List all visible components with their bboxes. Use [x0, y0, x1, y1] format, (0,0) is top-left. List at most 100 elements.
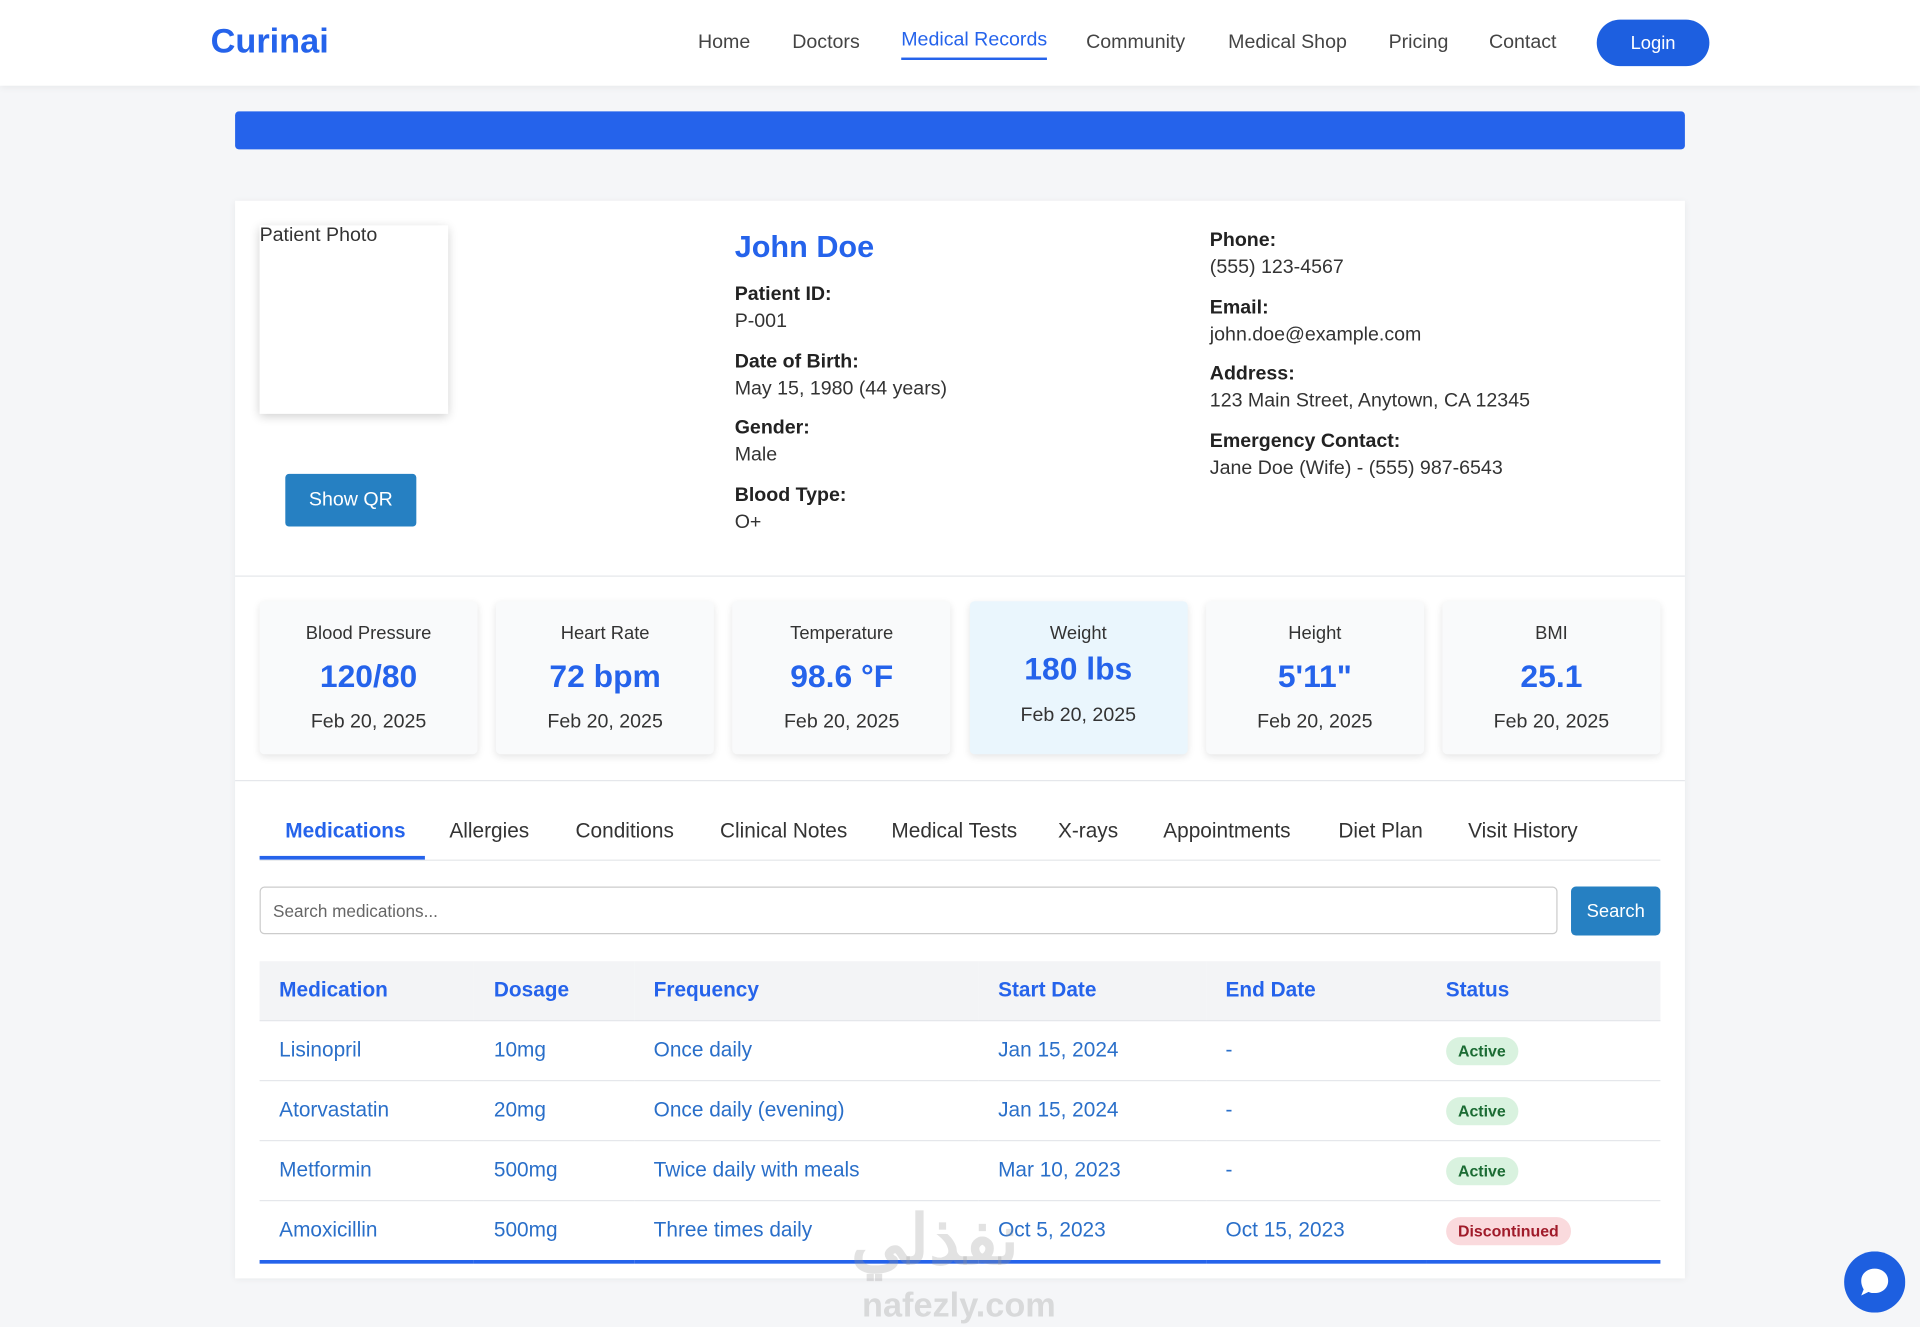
table-cell: -	[1205, 1140, 1427, 1202]
patient-card: Patient Photo Show QR John Doe Search me…	[235, 200, 1685, 1279]
tab[interactable]: Diet Plan	[1338, 819, 1423, 843]
vital-card: Height 5'11" Feb 20, 2025	[1205, 601, 1424, 755]
table-cell: Active	[1426, 1140, 1661, 1202]
field-value: Male	[734, 444, 778, 466]
patient-name: John Doe	[734, 230, 875, 265]
vital-label: BMI	[1535, 623, 1568, 645]
chat-icon	[1861, 1268, 1889, 1296]
table-cell: Atorvastatin	[259, 1080, 475, 1142]
table-cell: -	[1205, 1080, 1427, 1142]
nav-link[interactable]: Medical Records	[901, 29, 1048, 61]
contact-value: john.doe@example.com	[1209, 323, 1422, 345]
tab[interactable]: Visit History	[1468, 819, 1578, 843]
divider	[235, 780, 1685, 782]
contact-value: 123 Main Street, Anytown, CA 12345	[1209, 390, 1531, 412]
vital-label: Weight	[1049, 623, 1107, 645]
vital-value: 72 bpm	[549, 657, 661, 695]
tab[interactable]: Clinical Notes	[720, 819, 848, 843]
table-row: Amoxicillin 500mg Three times daily Oct 5, …	[259, 1200, 1661, 1263]
tab[interactable]: Allergies	[449, 819, 530, 843]
tab[interactable]: X-rays	[1057, 819, 1119, 843]
tab[interactable]: Appointments	[1163, 819, 1291, 843]
table-cell: Active	[1426, 1080, 1661, 1142]
table-cell: 500mg	[474, 1200, 635, 1263]
table-cell: Jan 15, 2024	[978, 1080, 1206, 1142]
show-qr-button[interactable]: Show QR	[285, 473, 417, 527]
table-cell: Once daily (evening)	[634, 1080, 979, 1142]
tab-underline	[259, 855, 425, 860]
logo[interactable]: Curinai	[210, 22, 329, 61]
tab[interactable]: Medical Tests	[891, 819, 1018, 843]
column-header: Dosage	[474, 961, 635, 1022]
vital-card: Blood Pressure 120/80 Feb 20, 2025	[259, 601, 478, 755]
table-cell: Twice daily with meals	[634, 1140, 979, 1202]
nav-link[interactable]: Medical Shop	[1228, 31, 1347, 53]
column-header: Start Date	[978, 961, 1206, 1022]
table-cell: Oct 15, 2023	[1205, 1200, 1427, 1263]
table-row: Lisinopril 10mg Once daily Jan 15, 2024- Act…	[259, 1020, 1661, 1082]
vital-card: Weight 180 lbs Feb 20, 2025	[969, 601, 1188, 755]
vital-date: Feb 20, 2025	[1257, 711, 1373, 733]
photo-alt: Patient Photo	[259, 225, 378, 247]
table-cell: Amoxicillin	[259, 1200, 475, 1263]
table-row: Metformin 500mg Twice daily with meals Mar …	[259, 1140, 1661, 1202]
vital-date: Feb 20, 2025	[1493, 711, 1610, 733]
vital-label: Heart Rate	[560, 623, 650, 645]
tab[interactable]: Conditions	[575, 819, 674, 843]
vital-value: 180 lbs	[1024, 650, 1133, 687]
search-input[interactable]: Search medications...	[259, 886, 1558, 935]
table-cell: 500mg	[474, 1140, 635, 1202]
nav-link[interactable]: Home	[697, 31, 751, 53]
table-header-row: Medication Dosage Frequency Start Date End D…	[259, 961, 1661, 1022]
column-header: Medication	[259, 961, 475, 1022]
column-header: End Date	[1205, 961, 1427, 1022]
chat-button[interactable]	[1844, 1251, 1906, 1313]
vital-label: Height	[1288, 623, 1342, 645]
field-value: O+	[734, 511, 762, 533]
vital-card: BMI 25.1 Feb 20, 2025	[1442, 601, 1661, 755]
vital-date: Feb 20, 2025	[1020, 705, 1137, 727]
watermark-latin: nafezly.com	[862, 1285, 1056, 1324]
table-cell: Once daily	[634, 1020, 979, 1082]
table-cell: Mar 10, 2023	[978, 1140, 1206, 1202]
table-cell: Metformin	[259, 1140, 475, 1202]
table-cell: Lisinopril	[259, 1020, 475, 1082]
vital-date: Feb 20, 2025	[547, 711, 663, 733]
patient-photo: Patient Photo	[259, 225, 449, 414]
field-label: Patient ID:	[734, 284, 832, 305]
nav-link[interactable]: Community	[1086, 31, 1186, 53]
search-button[interactable]: Search	[1571, 886, 1661, 936]
tab-line	[259, 859, 1661, 861]
nav-link[interactable]: Pricing	[1388, 31, 1449, 53]
field-value: P-001	[734, 311, 787, 332]
table-cell: Three times daily	[634, 1200, 979, 1263]
nav-link[interactable]: Doctors	[792, 31, 860, 53]
column-header: Frequency	[634, 961, 979, 1022]
vital-date: Feb 20, 2025	[310, 711, 427, 733]
table-cell: 10mg	[474, 1020, 635, 1082]
nav-link[interactable]: Contact	[1488, 31, 1557, 53]
banner-bar	[235, 111, 1685, 150]
contact-label: Phone:	[1209, 230, 1277, 252]
tab[interactable]: Medications	[285, 819, 406, 843]
vital-value: 25.1	[1520, 657, 1583, 695]
vital-card: Heart Rate 72 bpm Feb 20, 2025	[496, 601, 715, 755]
vital-value: 120/80	[319, 657, 418, 695]
contact-label: Emergency Contact:	[1209, 430, 1401, 452]
vital-date: Feb 20, 2025	[783, 711, 900, 733]
navbar: Curinai Login Home Doctors Medical Records…	[0, 0, 1920, 86]
contact-label: Email:	[1209, 296, 1269, 318]
vital-value: 98.6 °F	[790, 657, 894, 695]
field-value: May 15, 1980 (44 years)	[734, 377, 948, 399]
table-cell: -	[1205, 1020, 1427, 1082]
contact-value: (555) 123-4567	[1209, 257, 1344, 278]
contact-value: Jane Doe (Wife) - (555) 987-6543	[1209, 457, 1503, 479]
table-row: Atorvastatin 20mg Once daily (evening) Jan …	[259, 1080, 1661, 1142]
vital-card: Temperature 98.6 °F Feb 20, 2025	[732, 601, 951, 755]
table-cell: Discontinued	[1426, 1200, 1661, 1263]
login-button[interactable]: Login	[1596, 19, 1710, 67]
medications-table: Medication Dosage Frequency Start Date End D…	[259, 961, 1661, 1264]
vital-value: 5'11"	[1277, 657, 1352, 695]
contact-label: Address:	[1209, 363, 1295, 385]
